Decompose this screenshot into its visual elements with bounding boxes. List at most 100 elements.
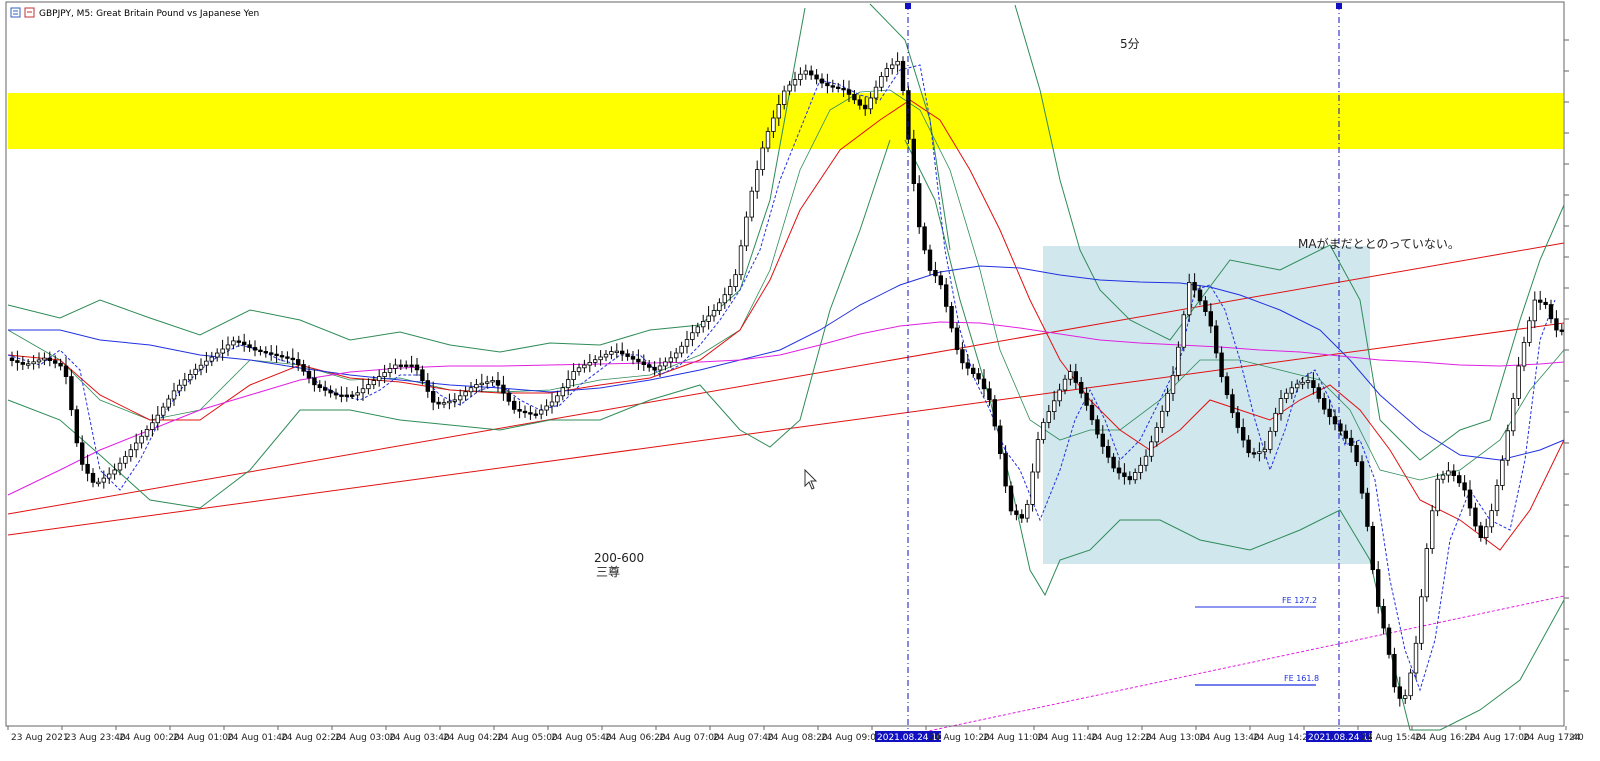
candle-body	[1122, 472, 1127, 477]
time-tick-label: 23 Aug 23:40	[65, 733, 126, 743]
candle-body	[1176, 346, 1181, 376]
candle-body	[620, 350, 625, 355]
candle-body	[776, 104, 781, 119]
chart-list-icon[interactable]	[10, 7, 21, 18]
candle-body	[598, 356, 603, 361]
time-tick-label: 24 Aug 14:20	[1253, 733, 1314, 743]
candle-body	[690, 332, 695, 340]
candle-body	[695, 326, 700, 334]
vline-handle-1[interactable]	[905, 3, 911, 9]
candle-body	[187, 373, 193, 381]
candle-body	[1376, 569, 1381, 607]
candle-body	[403, 364, 409, 367]
chart-title: GBPJPY, M5: Great Britain Pound vs Japan…	[39, 9, 259, 19]
candle-body	[220, 348, 225, 354]
candle-body	[128, 449, 133, 457]
candle-body	[987, 388, 992, 400]
candle-body	[1241, 427, 1246, 441]
candle-body	[1322, 397, 1327, 410]
mouse-cursor-icon	[804, 468, 818, 490]
candle-body	[1160, 410, 1165, 428]
candle-body	[398, 364, 403, 367]
time-tick-label: 24 Aug 05:40	[551, 733, 612, 743]
candle-body	[495, 380, 501, 386]
time-tick-label: 24 Aug 15:40	[1361, 733, 1422, 743]
candle-body	[1127, 476, 1132, 481]
candle-body	[927, 249, 933, 271]
candle-body	[15, 360, 20, 363]
candle-body	[279, 355, 285, 358]
candle-body	[900, 60, 906, 91]
candle-body	[1165, 392, 1170, 412]
candle-body	[1003, 453, 1008, 487]
time-tick-label: 24 Aug 08:20	[767, 733, 828, 743]
candle-body	[1532, 299, 1537, 322]
candle-body	[576, 367, 582, 372]
candle-body	[479, 382, 484, 386]
candle-body	[1214, 325, 1219, 354]
candle-body	[123, 456, 128, 464]
candle-body	[490, 380, 495, 383]
candle-body	[1268, 430, 1273, 450]
candle-body	[517, 408, 522, 412]
candle-body	[1386, 627, 1392, 655]
candle-body	[506, 392, 511, 402]
candle-body	[1187, 281, 1192, 316]
candle-body	[771, 117, 776, 132]
candle-body	[53, 360, 58, 364]
candle-body	[474, 384, 479, 389]
candle-body	[1473, 507, 1478, 527]
time-tick-label: 24 Aug 03:00	[335, 733, 396, 743]
candle-body	[1089, 404, 1095, 421]
candle-body	[63, 365, 69, 377]
bb-upper-left	[7, 7, 806, 353]
candle-body	[204, 360, 209, 366]
candle-body	[1408, 672, 1413, 697]
candle-body	[711, 310, 717, 317]
candle-body	[436, 401, 441, 405]
candle-body	[917, 183, 922, 228]
candle-body	[528, 412, 533, 415]
candle-body	[1554, 318, 1559, 331]
candle-body	[452, 399, 457, 402]
ma-red	[7, 99, 1565, 551]
candle-body	[1035, 439, 1041, 473]
candle-body	[501, 384, 506, 394]
candle-body	[322, 387, 328, 391]
candle-body	[938, 275, 943, 286]
candle-body	[209, 356, 214, 362]
candle-body	[1430, 510, 1435, 549]
candle-body	[420, 369, 425, 381]
candle-body	[1516, 365, 1521, 399]
candle-body	[177, 384, 182, 392]
vline-handle-2[interactable]	[1336, 3, 1342, 9]
trendlines[interactable]	[7, 242, 1565, 737]
candle-body	[949, 305, 954, 329]
candle-body	[1349, 437, 1354, 446]
time-tick-label: 2021.08.24 15:15	[1308, 733, 1388, 743]
candle-body	[274, 353, 279, 357]
candle-body	[1057, 389, 1062, 402]
candle-body	[971, 367, 976, 375]
time-tick-highlight	[875, 731, 941, 742]
price-axis[interactable]	[1564, 39, 1569, 692]
candle-body	[1300, 381, 1305, 385]
candle-body	[1224, 376, 1230, 396]
candle-body	[836, 86, 841, 89]
candle-body	[47, 357, 52, 362]
candle-body	[1116, 467, 1122, 474]
candle-body	[566, 379, 571, 389]
candle-body	[9, 357, 15, 361]
candle-body	[31, 361, 36, 365]
candle-body	[976, 373, 981, 380]
candle-body	[1197, 289, 1203, 302]
candle-body	[1359, 461, 1365, 494]
range-box[interactable]	[1043, 246, 1370, 564]
candle-body	[1370, 526, 1375, 571]
candle-body	[1181, 314, 1186, 348]
candle-body	[749, 190, 754, 218]
candle-body	[1419, 596, 1424, 644]
